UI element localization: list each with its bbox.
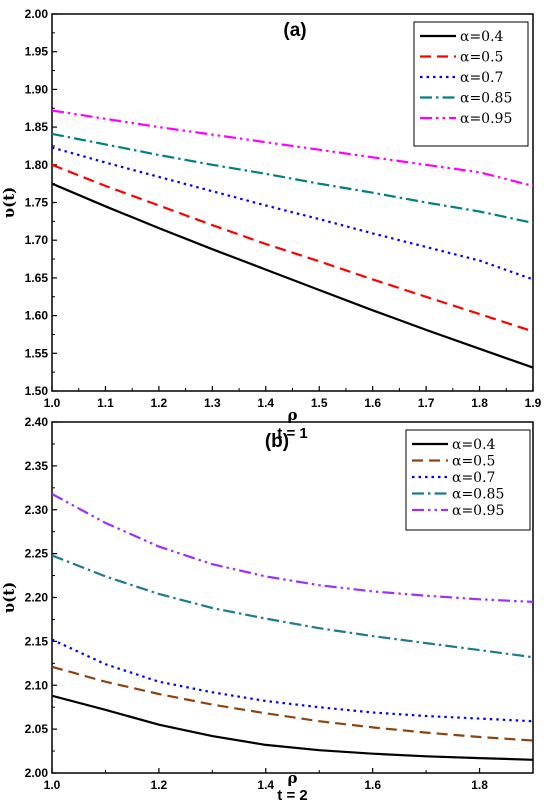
legend-label: α=0.4 <box>460 29 504 45</box>
series-line-4 <box>52 554 533 659</box>
x-axis-subtitle: t = 2 <box>277 787 307 804</box>
series-line-4 <box>52 132 533 224</box>
y-tick-label: 1.75 <box>25 196 49 210</box>
legend-label: α=0.5 <box>460 50 503 66</box>
y-tick-label: 2.40 <box>25 415 49 429</box>
y-tick-label: 2.05 <box>25 722 49 736</box>
x-axis-title: ρ <box>288 406 298 424</box>
x-axis-subtitle: t = 1 <box>277 425 307 442</box>
x-tick-label: 1.8 <box>471 396 488 410</box>
panel-label: (a) <box>283 20 306 41</box>
chart-panel-a: 1.0 1.1 1.2 1.3 1.4 1.5 1.6 1.7 1.8 1.9 1.50 1.55 1.… <box>0 7 542 442</box>
y-tick-label: 2.35 <box>25 459 49 473</box>
x-tick-label: 1.0 <box>44 778 61 792</box>
y-tick-label: 1.85 <box>25 120 49 134</box>
y-tick-label: 1.65 <box>25 271 49 285</box>
x-tick-label: 1.2 <box>151 778 168 792</box>
y-tick-label: 2.30 <box>25 503 49 517</box>
y-tick-label: 1.50 <box>25 384 49 398</box>
panel-label: (b) <box>265 431 289 452</box>
chart-panel-b: 1.0 1.2 1.4 1.6 1.8 2.00 2.05 2.10 2.15 2.20 2.25 2… <box>0 415 534 804</box>
series-line-5 <box>52 109 533 187</box>
y-tick-label: 2.10 <box>25 678 49 692</box>
legend-label: α=0.95 <box>452 503 504 519</box>
series-line-5 <box>52 493 533 603</box>
x-tick-label: 1.2 <box>151 396 168 410</box>
y-tick-label: 1.95 <box>25 45 49 59</box>
legend-box <box>405 429 531 531</box>
y-axis-title: υ(t) <box>0 582 18 614</box>
legend-label: α=0.7 <box>460 70 503 86</box>
y-tick-label: 2.00 <box>25 766 49 780</box>
x-tick-label: 1.4 <box>257 778 274 792</box>
series-line-2 <box>52 665 533 742</box>
x-tick-label: 1.1 <box>97 396 114 410</box>
y-tick-label: 1.55 <box>25 346 49 360</box>
y-tick-label: 1.90 <box>25 82 49 96</box>
x-tick-label: 1.6 <box>364 778 381 792</box>
y-tick-label: 2.00 <box>25 7 49 21</box>
legend-label: α=0.85 <box>460 91 512 107</box>
y-axis-title: υ(t) <box>0 187 18 219</box>
legend-box <box>413 21 529 147</box>
x-tick-label: 1.0 <box>44 396 61 410</box>
series-line-1 <box>52 694 533 761</box>
series-line-3 <box>52 146 533 281</box>
series-line-3 <box>52 638 533 723</box>
series-line-1 <box>52 182 533 369</box>
y-tick-label: 1.60 <box>25 309 49 323</box>
x-tick-label: 1.6 <box>364 396 381 410</box>
legend-label: α=0.7 <box>452 470 495 486</box>
x-tick-label: 1.3 <box>204 396 221 410</box>
x-tick-label: 1.8 <box>471 778 488 792</box>
x-tick-label: 1.5 <box>311 396 328 410</box>
y-tick-label: 2.25 <box>25 547 49 561</box>
legend-label: α=0.5 <box>452 454 495 470</box>
y-tick-label: 2.15 <box>25 634 49 648</box>
legend-label: α=0.95 <box>460 111 512 127</box>
x-tick-label: 1.4 <box>257 396 274 410</box>
y-tick-label: 1.80 <box>25 158 49 172</box>
y-tick-label: 2.20 <box>25 591 49 605</box>
x-axis-title: ρ <box>288 769 298 787</box>
x-tick-label: 1.7 <box>418 396 435 410</box>
x-tick-label: 1.9 <box>525 396 542 410</box>
legend-label: α=0.85 <box>452 487 504 503</box>
y-tick-label: 1.70 <box>25 233 49 247</box>
legend-label: α=0.4 <box>452 437 496 453</box>
series-line-2 <box>52 163 533 333</box>
